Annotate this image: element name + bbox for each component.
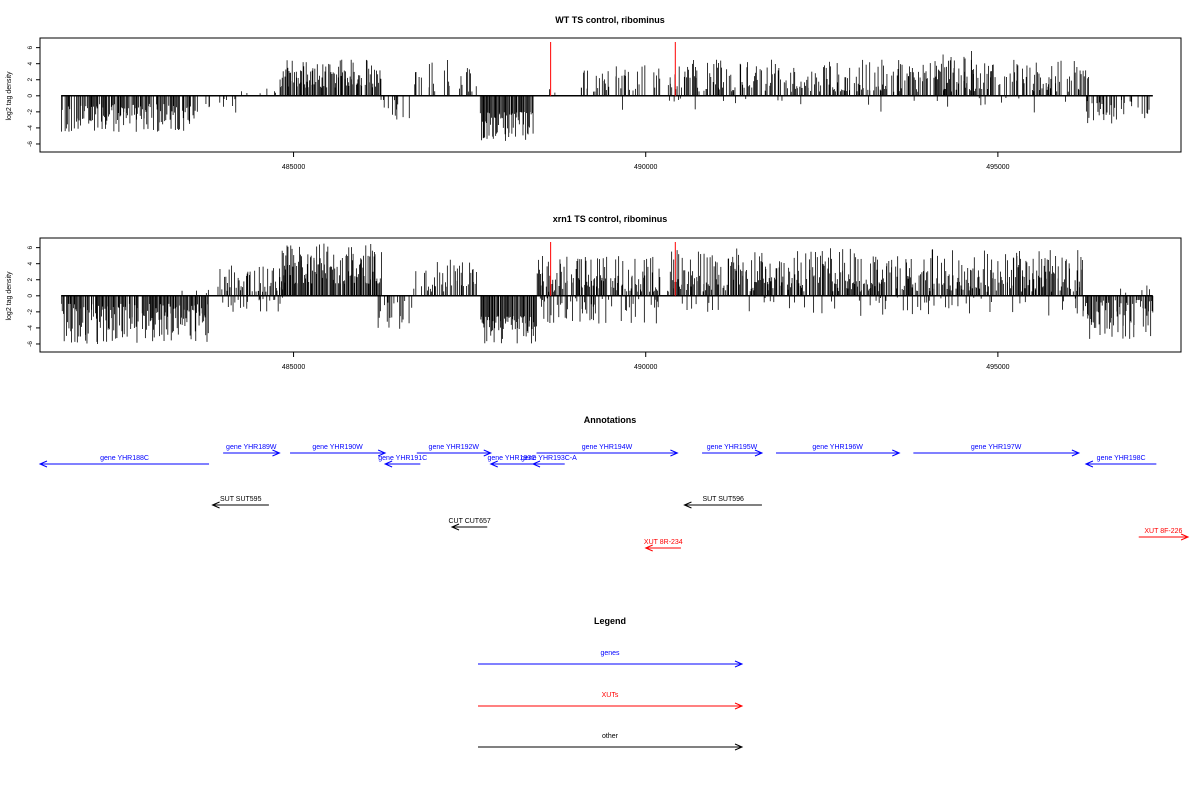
y-tick-label: -4 xyxy=(27,325,34,331)
feature-arrow-head xyxy=(272,449,281,457)
density-panel-xrn1: xrn1 TS control, ribominus log2 tag dens… xyxy=(6,214,1182,371)
feature-arrow-head xyxy=(450,523,460,531)
y-tick-label: 4 xyxy=(27,62,34,66)
legend-arrow-head xyxy=(734,702,744,710)
y-tick-label: -2 xyxy=(27,309,34,315)
feature-label: SUT SUT596 xyxy=(702,496,744,503)
legend-arrow-head xyxy=(734,743,744,751)
feature-arrow-head xyxy=(383,460,393,468)
density-bars xyxy=(61,243,1154,344)
feature-label: gene YHR193C-A xyxy=(521,455,577,462)
legend-arrow-head xyxy=(734,660,744,668)
y-tick-label: 2 xyxy=(27,278,34,282)
y-tick-label: 6 xyxy=(27,45,34,49)
y-axis: -6 -4 -2 0 2 4 6 xyxy=(27,45,40,147)
feature-label: gene YHR189W xyxy=(226,444,277,451)
density-panel-wt: WT TS control, ribominus log2 tag densit… xyxy=(6,15,1182,171)
feature-arrows: gene YHR189W gene YHR188C gene YHR190W gene… xyxy=(38,444,1190,552)
annotations-title: Annotations xyxy=(584,415,637,425)
feature-label: gene YHR197W xyxy=(971,444,1022,451)
feature-label: gene YHR195W xyxy=(707,444,758,451)
y-tick-label: -4 xyxy=(27,125,34,131)
y-tick-label: -6 xyxy=(27,141,34,147)
legend-label: genes xyxy=(600,650,620,657)
feature-label: gene YHR194W xyxy=(582,444,633,451)
feature-arrow-head xyxy=(531,460,541,468)
feature-arrow-head xyxy=(377,449,387,457)
feature-label: CUT CUT657 xyxy=(448,518,490,525)
x-tick-label: 485000 xyxy=(282,164,305,171)
y-tick-label: 4 xyxy=(27,262,34,266)
y-axis-label: log2 tag density xyxy=(6,271,13,321)
feature-arrow-head xyxy=(683,501,692,509)
density-bars xyxy=(61,50,1150,141)
feature-arrow-head xyxy=(489,460,498,468)
feature-arrow-head xyxy=(1071,449,1081,457)
plot-frame xyxy=(39,237,1182,353)
feature-label: gene YHR192W xyxy=(429,444,480,451)
feature-arrow-head xyxy=(754,449,764,457)
feature-label: XUT 8F-226 xyxy=(1144,528,1182,535)
x-tick-label: 495000 xyxy=(986,164,1009,171)
y-tick-label: -2 xyxy=(27,109,34,115)
legend-label: XUTs xyxy=(602,692,619,699)
feature-label: gene YHR190W xyxy=(312,444,363,451)
y-tick-label: 0 xyxy=(27,94,34,98)
legend: Legend genes XUTs other xyxy=(478,616,744,751)
feature-arrow-head xyxy=(644,544,653,552)
panel-title: WT TS control, ribominus xyxy=(555,15,665,25)
plot-frame xyxy=(39,37,1182,153)
x-tick-label: 490000 xyxy=(634,164,657,171)
feature-arrow-head xyxy=(483,449,493,457)
x-tick-label: 490000 xyxy=(634,364,657,371)
legend-label: other xyxy=(602,733,619,740)
feature-label: gene YHR196W xyxy=(812,444,863,451)
feature-label: gene YHR198C xyxy=(1097,455,1146,462)
x-tick-label: 495000 xyxy=(986,364,1009,371)
marker-lines xyxy=(550,242,676,296)
feature-arrow-head xyxy=(1084,460,1094,468)
panel-title: xrn1 TS control, ribominus xyxy=(553,214,668,224)
x-tick-label: 485000 xyxy=(282,364,305,371)
y-tick-label: -6 xyxy=(27,341,34,347)
feature-arrow-head xyxy=(892,449,901,457)
feature-label: gene YHR188C xyxy=(100,455,149,462)
marker-lines xyxy=(550,42,676,96)
x-axis: 485000 490000 495000 xyxy=(282,152,1010,171)
feature-arrow-head xyxy=(38,460,48,468)
y-tick-label: 6 xyxy=(27,245,34,249)
y-axis-label: log2 tag density xyxy=(6,71,13,121)
feature-label: gene YHR191C xyxy=(378,455,427,462)
y-tick-label: 0 xyxy=(27,294,34,298)
feature-arrow-head xyxy=(670,449,679,457)
feature-label: gene YHR193C xyxy=(487,455,536,462)
x-axis: 485000 490000 495000 xyxy=(282,352,1010,371)
y-tick-label: 2 xyxy=(27,78,34,82)
legend-title: Legend xyxy=(594,616,626,626)
feature-arrow-head xyxy=(211,501,220,509)
y-axis: -6 -4 -2 0 2 4 6 xyxy=(27,245,40,347)
feature-label: XUT 8R-234 xyxy=(644,539,683,546)
legend-items: genes XUTs other xyxy=(478,650,744,751)
feature-arrow-head xyxy=(1180,533,1190,541)
feature-label: SUT SUT595 xyxy=(220,496,262,503)
